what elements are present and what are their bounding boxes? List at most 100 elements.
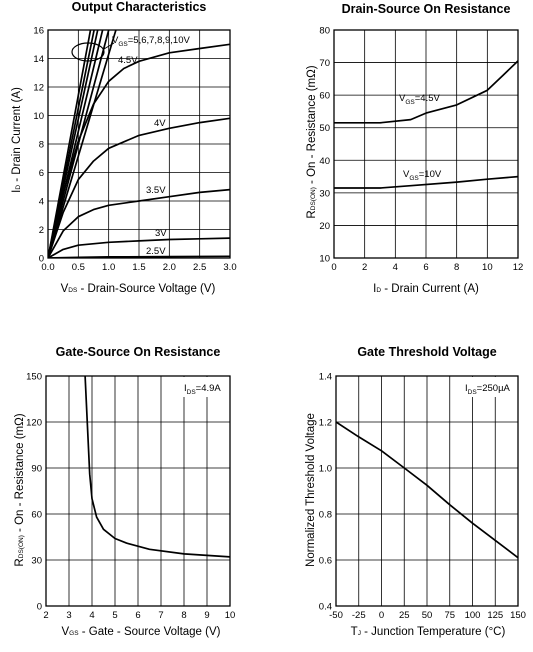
gsr-series-line-0 [84,376,230,558]
x-axis-label-drain-source-voltage: VDS - Drain-Source Voltage (V) [60,283,216,295]
oc-annotation-3: 3.5V [146,185,166,196]
dsr-x-tick-label: 12 [513,262,524,273]
oc-x-tick-label: 2.5 [193,262,206,273]
gsr-x-tick-label: 10 [225,610,236,621]
dsr-annotation-1: VGS=10V [403,169,442,182]
oc-y-tick-label: 6 [39,168,44,179]
gsr-y-tick-label: 60 [31,510,42,521]
gtv-x-tick-label: 50 [422,610,433,621]
dsr-y-tick-label: 20 [319,221,330,232]
oc-plot-frame [47,29,231,259]
oc-annotation-2: 4V [154,118,166,129]
gsr-x-tick-label: 7 [158,610,163,621]
oc-y-tick-label: 12 [33,83,44,94]
oc-y-tick-label: 10 [33,111,44,122]
gtv-y-tick-label: 0.4 [319,602,332,613]
oc-series-line-5 [48,30,117,258]
oc-series-line-6 [48,43,230,258]
oc-x-tick-label: 1.5 [132,262,145,273]
gsr-plot-frame [45,375,231,607]
oc-annotation-0: VGS=5,6,7,8,9,10V [112,35,190,48]
oc-series-line-8 [48,188,230,258]
gsr-x-tick-label: 8 [181,610,186,621]
gtv-x-tick-label: 150 [510,610,526,621]
oc-x-tick-label: 0.5 [72,262,85,273]
dsr-x-tick-label: 4 [393,262,398,273]
gtv-y-tick-label: 0.6 [319,556,332,567]
gsr-annotation-0: IDS=4.9A [184,383,221,396]
chart-title-gate-source-on-resistance: Gate-Source On Resistance [55,345,221,359]
gtv-y-tick-label: 1.0 [319,464,332,475]
oc-annotation-leader [103,42,115,50]
oc-y-tick-label: 4 [39,197,44,208]
oc-x-tick-label: 2.0 [163,262,176,273]
gtv-annotation-0: IDS=250µA [465,383,511,396]
chart-title-output-characteristics: Output Characteristics [71,0,207,14]
oc-annotation-1: 4.5V [118,55,138,66]
oc-series-line-9 [48,237,230,258]
x-axis-label-gate-source-voltage: VGS - Gate - Source Voltage (V) [61,626,221,638]
dsr-y-tick-label: 40 [319,156,330,167]
dsr-x-tick-label: 2 [362,262,367,273]
x-axis-label-drain-current: ID - Drain Current (A) [373,283,479,295]
gtv-plot-frame [335,375,519,607]
oc-series-line-7 [48,117,230,258]
dsr-x-tick-label: 10 [482,262,493,273]
gsr-x-tick-label: 9 [204,610,209,621]
oc-y-tick-label: 8 [39,140,44,151]
dsr-x-tick-label: 0 [331,262,336,273]
oc-y-tick-label: 0 [39,254,44,265]
dsr-y-tick-label: 50 [319,123,330,134]
chart-title-drain-source-on-resistance: Drain-Source On Resistance [341,2,511,16]
oc-highlight-ellipse [71,42,105,62]
gtv-x-tick-label: 100 [465,610,481,621]
dsr-plot-frame [333,29,519,259]
oc-y-tick-label: 14 [33,54,44,65]
gtv-y-tick-label: 1.4 [319,372,332,383]
gtv-y-tick-label: 0.8 [319,510,332,521]
gtv-x-tick-label: 75 [444,610,455,621]
oc-x-tick-label: 0.0 [41,262,54,273]
dsr-y-tick-label: 70 [319,58,330,69]
oc-annotation-4: 3V [155,228,167,239]
dsr-y-tick-label: 10 [319,254,330,265]
gsr-annotation-box [181,377,228,397]
gtv-x-tick-label: 25 [399,610,410,621]
gtv-x-tick-label: 125 [487,610,503,621]
dsr-y-tick-label: 80 [319,26,330,37]
dsr-annotation-0: VGS=4.5V [399,93,441,106]
oc-series-line-10 [48,255,230,258]
gtv-y-tick-label: 1.2 [319,418,332,429]
oc-y-tick-label: 16 [33,26,44,37]
dsr-x-tick-label: 8 [454,262,459,273]
dsr-y-tick-label: 30 [319,188,330,199]
dsr-series-line-1 [334,175,518,189]
gsr-x-tick-label: 5 [112,610,117,621]
gsr-x-tick-label: 4 [89,610,94,621]
dsr-series-line-0 [334,60,518,124]
gsr-x-tick-label: 3 [66,610,71,621]
chart-title-gate-threshold-voltage: Gate Threshold Voltage [357,345,497,359]
oc-x-tick-label: 3.0 [223,262,236,273]
gsr-y-tick-label: 30 [31,556,42,567]
dsr-y-tick-label: 60 [319,91,330,102]
gsr-y-tick-label: 90 [31,464,42,475]
gsr-x-tick-label: 2 [43,610,48,621]
oc-y-tick-label: 2 [39,225,44,236]
x-axis-label-junction-temperature: TJ - Junction Temperature (°C) [350,626,506,638]
gtv-x-tick-label: 0 [379,610,384,621]
gsr-x-tick-label: 6 [135,610,140,621]
oc-annotation-5: 2.5V [146,246,166,257]
gtv-series-line-0 [336,421,518,559]
oc-x-tick-label: 1.0 [102,262,115,273]
gsr-y-tick-label: 150 [26,372,42,383]
dsr-x-tick-label: 6 [423,262,428,273]
gtv-x-tick-label: -25 [352,610,366,621]
gtv-x-tick-label: -50 [329,610,343,621]
gsr-y-tick-label: 0 [37,602,42,613]
gtv-annotation-box [462,377,516,397]
